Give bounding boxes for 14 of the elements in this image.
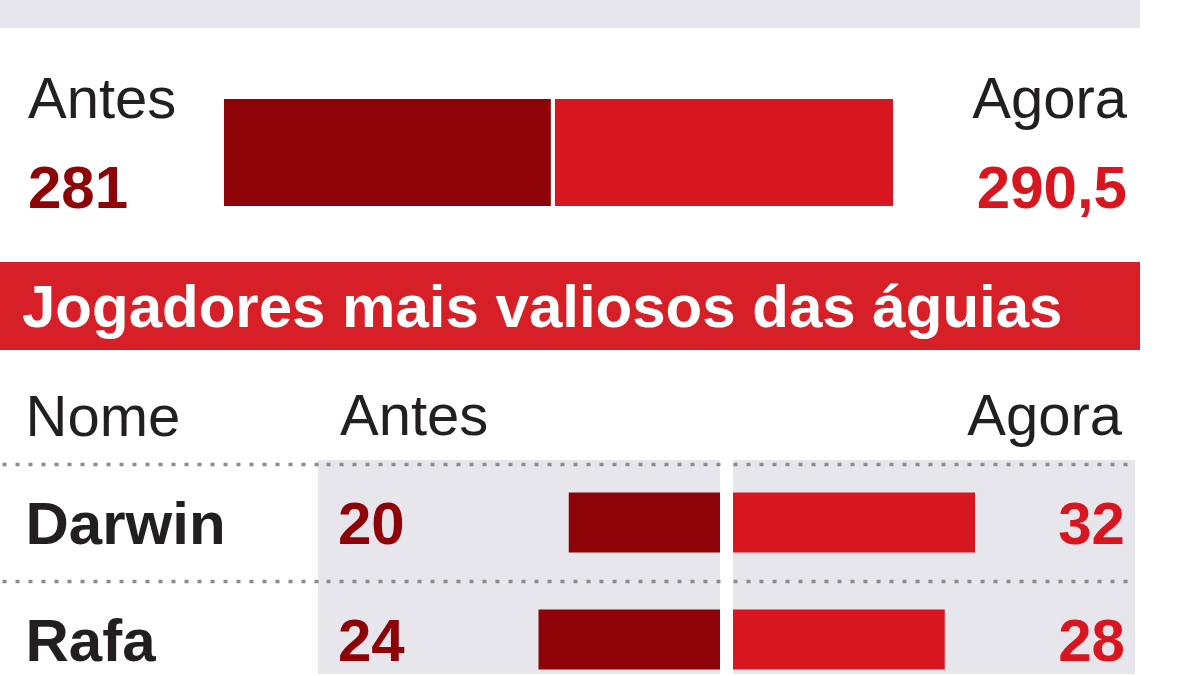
- data-label: 28: [1058, 606, 1125, 674]
- data-label: 20: [338, 489, 405, 557]
- chart-title: Jogadores mais valiosos das águias: [22, 273, 1063, 340]
- data-label: 24: [338, 606, 406, 674]
- series-label: Agora: [972, 65, 1128, 130]
- y-tick-label: Darwin: [25, 489, 226, 557]
- data-label: 290,5: [976, 154, 1127, 221]
- data-label: 32: [1058, 489, 1125, 557]
- y-axis-title: Nome: [25, 382, 181, 448]
- series-label: Antes: [340, 382, 489, 447]
- y-tick-label: Rafa: [25, 606, 157, 674]
- series-label: Antes: [28, 65, 177, 130]
- data-label: 281: [28, 154, 129, 221]
- series-label: Agora: [967, 382, 1123, 447]
